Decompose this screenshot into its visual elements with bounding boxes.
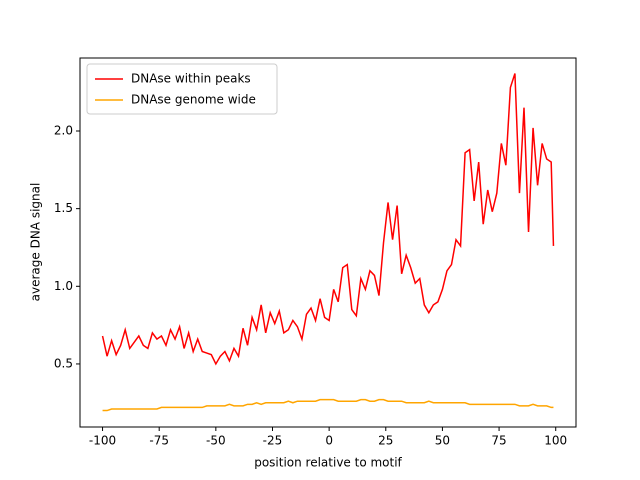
- x-tick-label: 25: [378, 434, 393, 448]
- data-line: [101, 73, 555, 366]
- x-tick-label: -100: [89, 434, 116, 448]
- legend-label: DNAse genome wide: [131, 93, 256, 107]
- x-tick-label: -50: [206, 434, 226, 448]
- y-tick-label: 1.5: [54, 201, 73, 215]
- y-tick-label: 1.0: [54, 279, 73, 293]
- y-tick-label: 2.0: [54, 123, 73, 137]
- x-tick-label: 50: [435, 434, 450, 448]
- data-line: [102, 398, 554, 412]
- x-tick-label: -25: [263, 434, 283, 448]
- x-axis-label: position relative to motif: [254, 456, 402, 470]
- legend-box: [86, 63, 278, 115]
- x-tick-label: 100: [544, 434, 567, 448]
- x-tick-label: 75: [491, 434, 506, 448]
- x-tick-label: 0: [325, 434, 333, 448]
- y-tick-label: 0.5: [54, 356, 73, 370]
- legend-label: DNAse within peaks: [131, 72, 251, 86]
- x-tick-label: -75: [149, 434, 169, 448]
- plot-frame: [79, 57, 577, 428]
- y-axis-label: average DNA signal: [29, 183, 43, 302]
